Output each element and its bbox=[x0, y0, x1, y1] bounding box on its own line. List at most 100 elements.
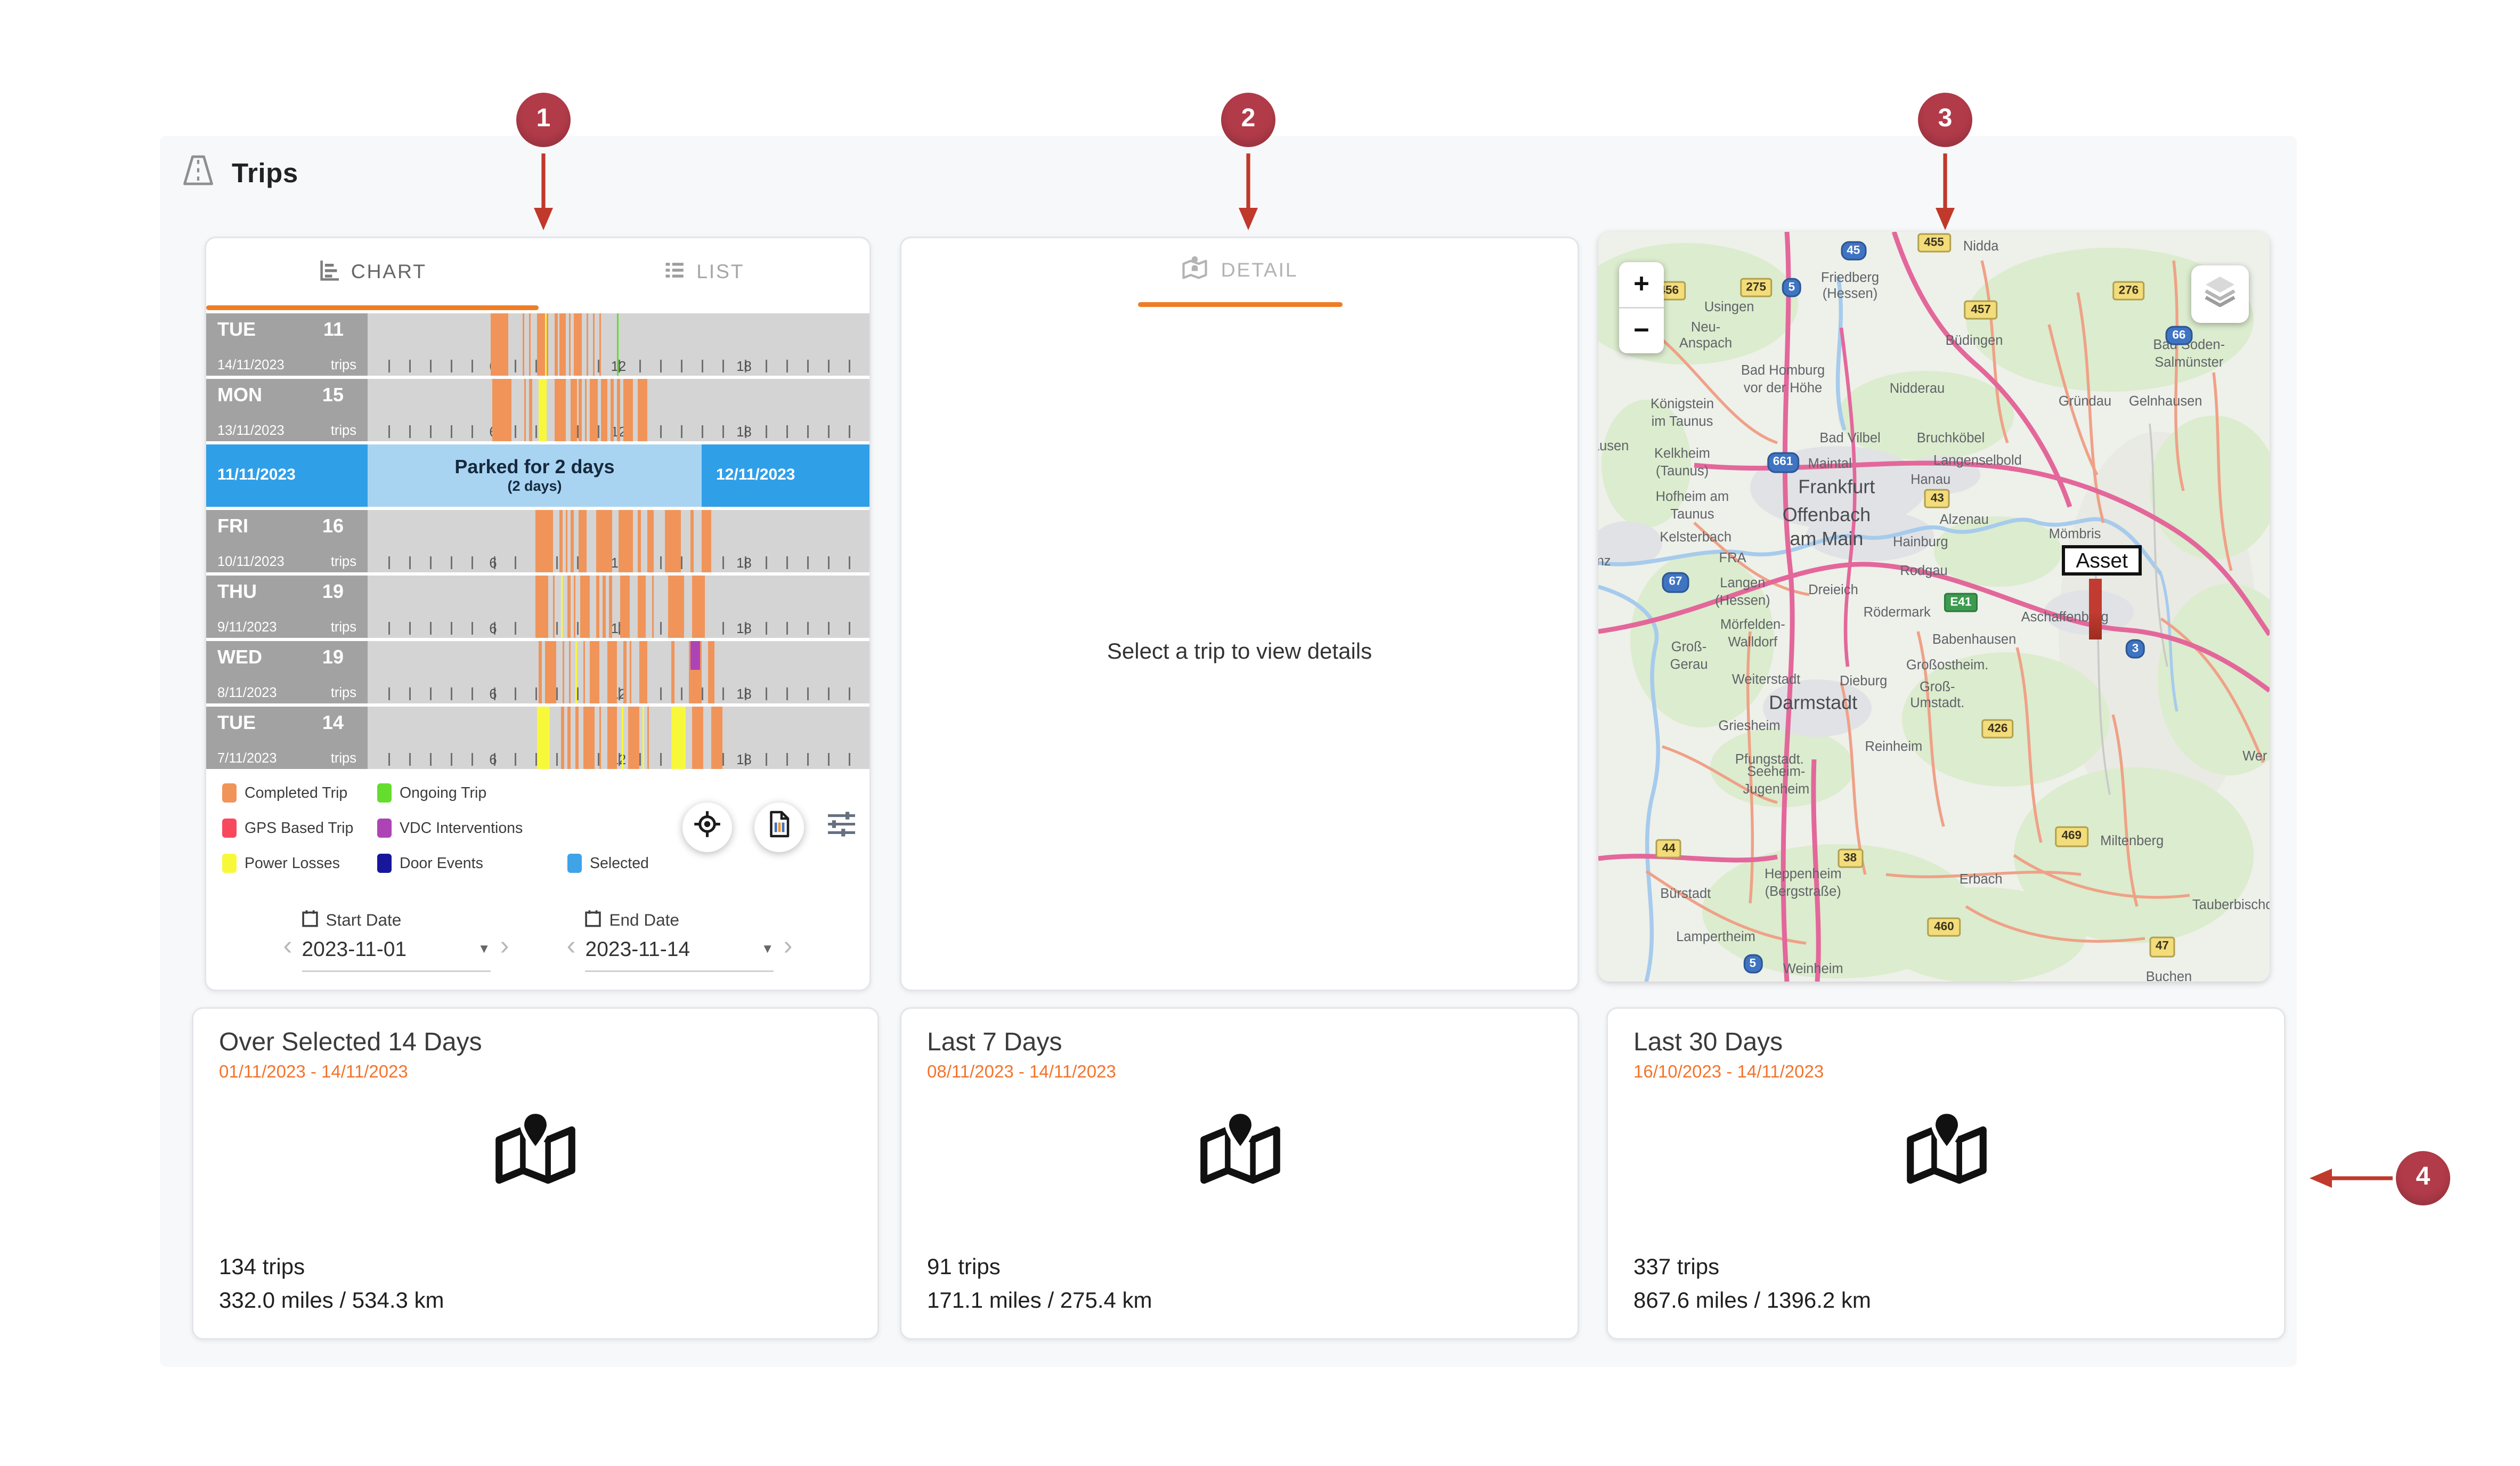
zoom-in-button[interactable]: + bbox=[1633, 269, 1649, 299]
trip-bar[interactable] bbox=[621, 707, 623, 769]
asset-marker[interactable] bbox=[2090, 578, 2103, 639]
trip-bar[interactable] bbox=[600, 379, 607, 441]
start-date-field[interactable]: Start Date 2023-11-01 ▼ bbox=[302, 910, 491, 972]
trip-bar[interactable] bbox=[555, 379, 566, 441]
trip-bar[interactable] bbox=[575, 707, 579, 769]
chart-settings-button[interactable] bbox=[826, 810, 857, 845]
trip-bar[interactable] bbox=[690, 641, 700, 670]
trip-bar[interactable] bbox=[596, 510, 613, 572]
trip-bar[interactable] bbox=[539, 641, 541, 703]
trip-bar[interactable] bbox=[579, 510, 587, 572]
trip-bar[interactable] bbox=[581, 576, 589, 638]
trip-bar[interactable] bbox=[638, 510, 641, 572]
trip-bar[interactable] bbox=[544, 313, 547, 376]
asset-map-panel[interactable]: Nidda Usingen Neu- Anspach Friedberg (Hesse… bbox=[1598, 232, 2270, 982]
trip-bar[interactable] bbox=[617, 379, 620, 441]
trip-bar[interactable] bbox=[596, 576, 599, 638]
trip-bar[interactable] bbox=[693, 707, 703, 769]
export-report-button[interactable] bbox=[754, 803, 804, 852]
trip-bar[interactable] bbox=[628, 707, 640, 769]
dropdown-caret-icon[interactable]: ▼ bbox=[761, 942, 774, 956]
trip-bar[interactable] bbox=[690, 510, 694, 572]
trip-bar[interactable] bbox=[568, 641, 571, 703]
trip-bar[interactable] bbox=[522, 313, 525, 376]
trip-bar[interactable] bbox=[579, 379, 582, 441]
trip-bar[interactable] bbox=[607, 641, 617, 703]
map-layers-button[interactable] bbox=[2191, 265, 2249, 323]
trip-bar[interactable] bbox=[672, 707, 686, 769]
trip-bar[interactable] bbox=[568, 313, 571, 376]
end-date-field[interactable]: End Date 2023-11-14 ▼ bbox=[585, 910, 774, 972]
trip-bar[interactable] bbox=[570, 379, 577, 441]
trip-bar[interactable] bbox=[562, 641, 564, 703]
trip-bar[interactable] bbox=[492, 379, 512, 441]
trip-bar[interactable] bbox=[573, 313, 582, 376]
trip-bar[interactable] bbox=[590, 379, 598, 441]
trip-bar[interactable] bbox=[529, 313, 531, 376]
trip-bar[interactable] bbox=[711, 707, 724, 769]
trip-bar[interactable] bbox=[609, 576, 613, 638]
trip-bar[interactable] bbox=[552, 576, 555, 638]
trip-bar[interactable] bbox=[692, 576, 704, 638]
trip-bar[interactable] bbox=[623, 641, 627, 703]
trip-bar[interactable] bbox=[560, 510, 562, 572]
trip-bar[interactable] bbox=[598, 707, 601, 769]
trip-bar[interactable] bbox=[573, 576, 576, 638]
trip-bar[interactable] bbox=[592, 313, 595, 376]
trip-bar[interactable] bbox=[583, 641, 586, 703]
trip-bar[interactable] bbox=[539, 379, 547, 441]
trip-bar[interactable] bbox=[554, 313, 557, 376]
trip-bar[interactable] bbox=[530, 379, 532, 441]
dropdown-caret-icon[interactable]: ▼ bbox=[477, 942, 491, 956]
trip-bar[interactable] bbox=[545, 641, 557, 703]
tab-list[interactable]: LIST bbox=[538, 258, 870, 286]
trip-bar[interactable] bbox=[707, 641, 714, 703]
trip-bar[interactable] bbox=[672, 641, 674, 703]
trip-bar[interactable] bbox=[584, 707, 595, 769]
trip-bar[interactable] bbox=[630, 641, 632, 703]
trip-bar[interactable] bbox=[534, 576, 548, 638]
trip-bar[interactable] bbox=[567, 576, 570, 638]
trip-bar[interactable] bbox=[639, 641, 648, 703]
trip-bar[interactable] bbox=[565, 510, 568, 572]
start-date-prev-button[interactable]: ‹ bbox=[283, 930, 292, 961]
trip-bar[interactable] bbox=[623, 379, 633, 441]
trip-bar[interactable] bbox=[590, 641, 599, 703]
trip-bar[interactable] bbox=[610, 379, 615, 441]
trip-bar[interactable] bbox=[637, 576, 646, 638]
trip-bar[interactable] bbox=[585, 379, 588, 441]
trip-bar[interactable] bbox=[620, 576, 630, 638]
trip-bar[interactable] bbox=[619, 510, 632, 572]
trip-bar[interactable] bbox=[561, 707, 564, 769]
tab-chart[interactable]: CHART bbox=[206, 258, 538, 286]
trip-bar[interactable] bbox=[571, 510, 574, 572]
trip-bar[interactable] bbox=[561, 576, 563, 638]
trip-bar[interactable] bbox=[701, 510, 711, 572]
trip-bar[interactable] bbox=[535, 510, 554, 572]
trip-bar[interactable] bbox=[669, 576, 684, 638]
trip-bar[interactable] bbox=[665, 510, 681, 572]
locate-button[interactable] bbox=[682, 803, 732, 852]
trip-bar[interactable] bbox=[643, 707, 645, 769]
end-date-prev-button[interactable]: ‹ bbox=[566, 930, 576, 961]
parked-row[interactable]: 11/11/2023 Parked for 2 days (2 days) 12/11… bbox=[206, 444, 869, 507]
trip-bar[interactable] bbox=[646, 707, 649, 769]
trip-bar[interactable] bbox=[603, 576, 606, 638]
trip-bar[interactable] bbox=[616, 313, 619, 376]
trip-bar[interactable] bbox=[524, 379, 527, 441]
trip-bar[interactable] bbox=[576, 641, 578, 703]
zoom-out-button[interactable]: − bbox=[1619, 307, 1664, 353]
start-date-next-button[interactable]: › bbox=[500, 930, 509, 961]
trip-bar[interactable] bbox=[646, 510, 653, 572]
trip-bar[interactable] bbox=[607, 707, 617, 769]
end-date-next-button[interactable]: › bbox=[783, 930, 793, 961]
tab-detail[interactable]: DETAIL bbox=[901, 238, 1578, 302]
trip-bar[interactable] bbox=[491, 313, 508, 376]
trip-bar[interactable] bbox=[536, 707, 551, 769]
